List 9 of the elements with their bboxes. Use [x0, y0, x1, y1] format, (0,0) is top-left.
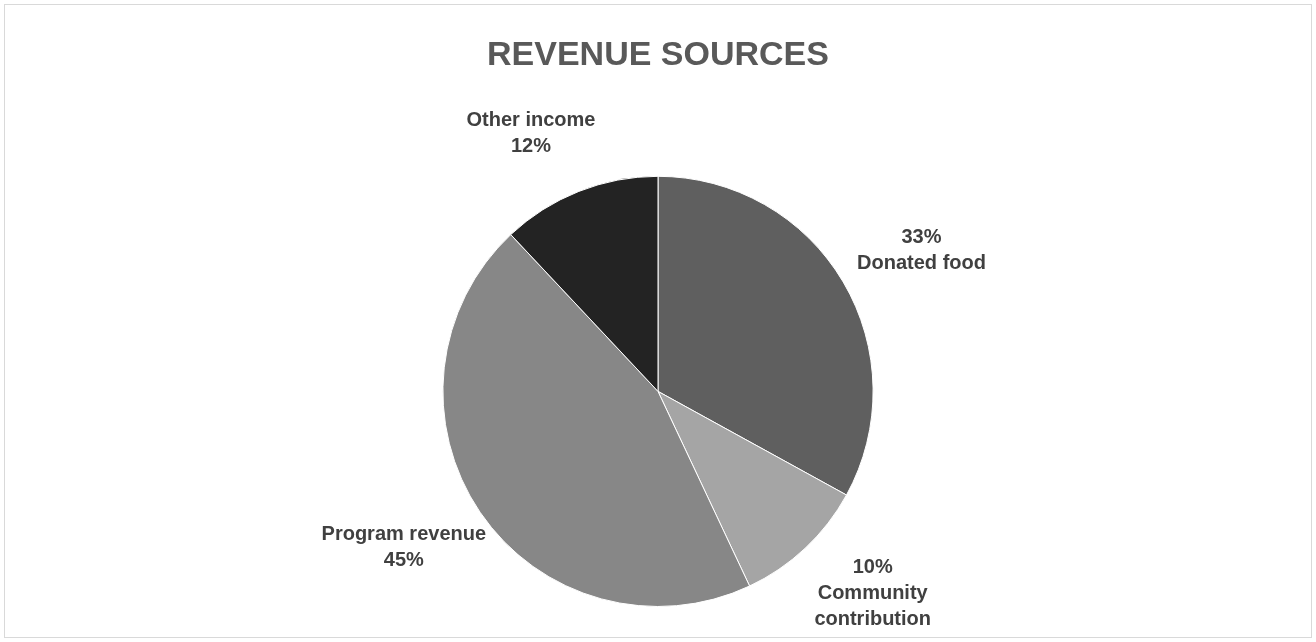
slice-label: Program revenue [321, 521, 487, 544]
chart-title: REVENUE SOURCES [487, 33, 829, 72]
slice-label: Community contribution [814, 580, 932, 629]
data-label: 45% [383, 547, 425, 570]
data-label: 12% [510, 134, 552, 157]
data-label: 10% [852, 554, 893, 577]
slice-label: Other income [466, 108, 596, 131]
data-label: 33% [901, 224, 942, 247]
slice-label: Donated food [857, 250, 986, 273]
